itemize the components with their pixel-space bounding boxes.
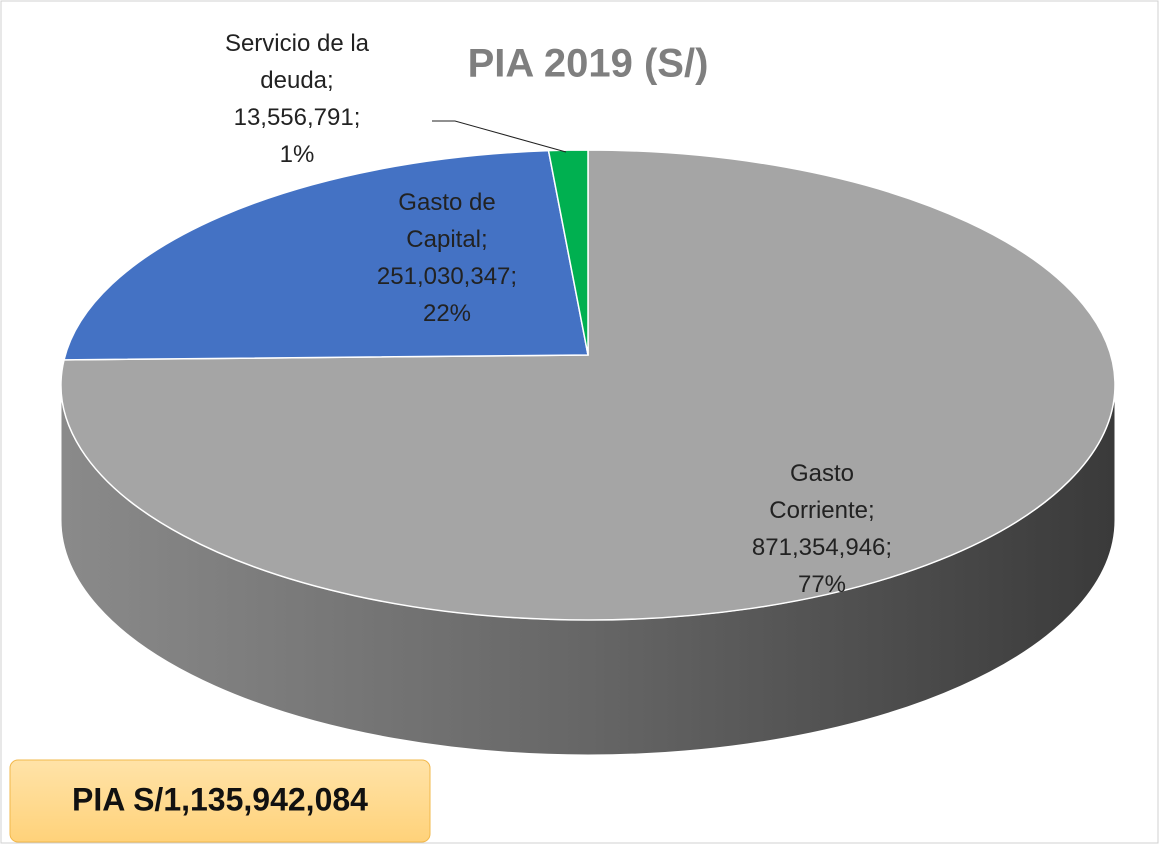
label-category: Capital bbox=[406, 226, 481, 253]
value-label: 251,030,347 bbox=[377, 263, 510, 290]
label-separator: ; bbox=[510, 263, 517, 290]
pie-slice bbox=[60, 149, 1116, 621]
label-separator: ; bbox=[327, 67, 334, 94]
label-separator: ; bbox=[868, 497, 875, 524]
label-separator: ; bbox=[481, 226, 488, 253]
total-box bbox=[9, 759, 431, 843]
percent-label: 22% bbox=[423, 300, 471, 327]
label-category: Servicio de la bbox=[225, 30, 370, 57]
data-label: Gasto Corriente; 871,354,946; 77% bbox=[752, 460, 892, 598]
label-category: Gasto de bbox=[398, 189, 495, 216]
pie bbox=[60, 149, 1116, 756]
value-label: 13,556,791 bbox=[234, 104, 354, 131]
label-category: Corriente bbox=[769, 497, 868, 524]
percent-label: 1% bbox=[280, 141, 315, 168]
data-label: Gasto de Capital; 251,030,347; 22% bbox=[377, 189, 517, 327]
value-label: 871,354,946 bbox=[752, 534, 885, 561]
label-category: deuda bbox=[260, 67, 327, 94]
label-separator: ; bbox=[354, 104, 361, 131]
leader-line bbox=[432, 120, 567, 153]
label-separator: ; bbox=[885, 534, 892, 561]
percent-label: 77% bbox=[798, 571, 846, 598]
data-label: Servicio de la deuda; 13,556,791; 1% bbox=[225, 30, 370, 168]
pie-slice bbox=[63, 149, 589, 361]
total-label: PIA S/1,135,942,084 bbox=[72, 781, 368, 817]
pie-slice bbox=[547, 149, 589, 356]
chart-title: PIA 2019 (S/) bbox=[468, 42, 709, 86]
label-category: Gasto bbox=[790, 460, 854, 487]
